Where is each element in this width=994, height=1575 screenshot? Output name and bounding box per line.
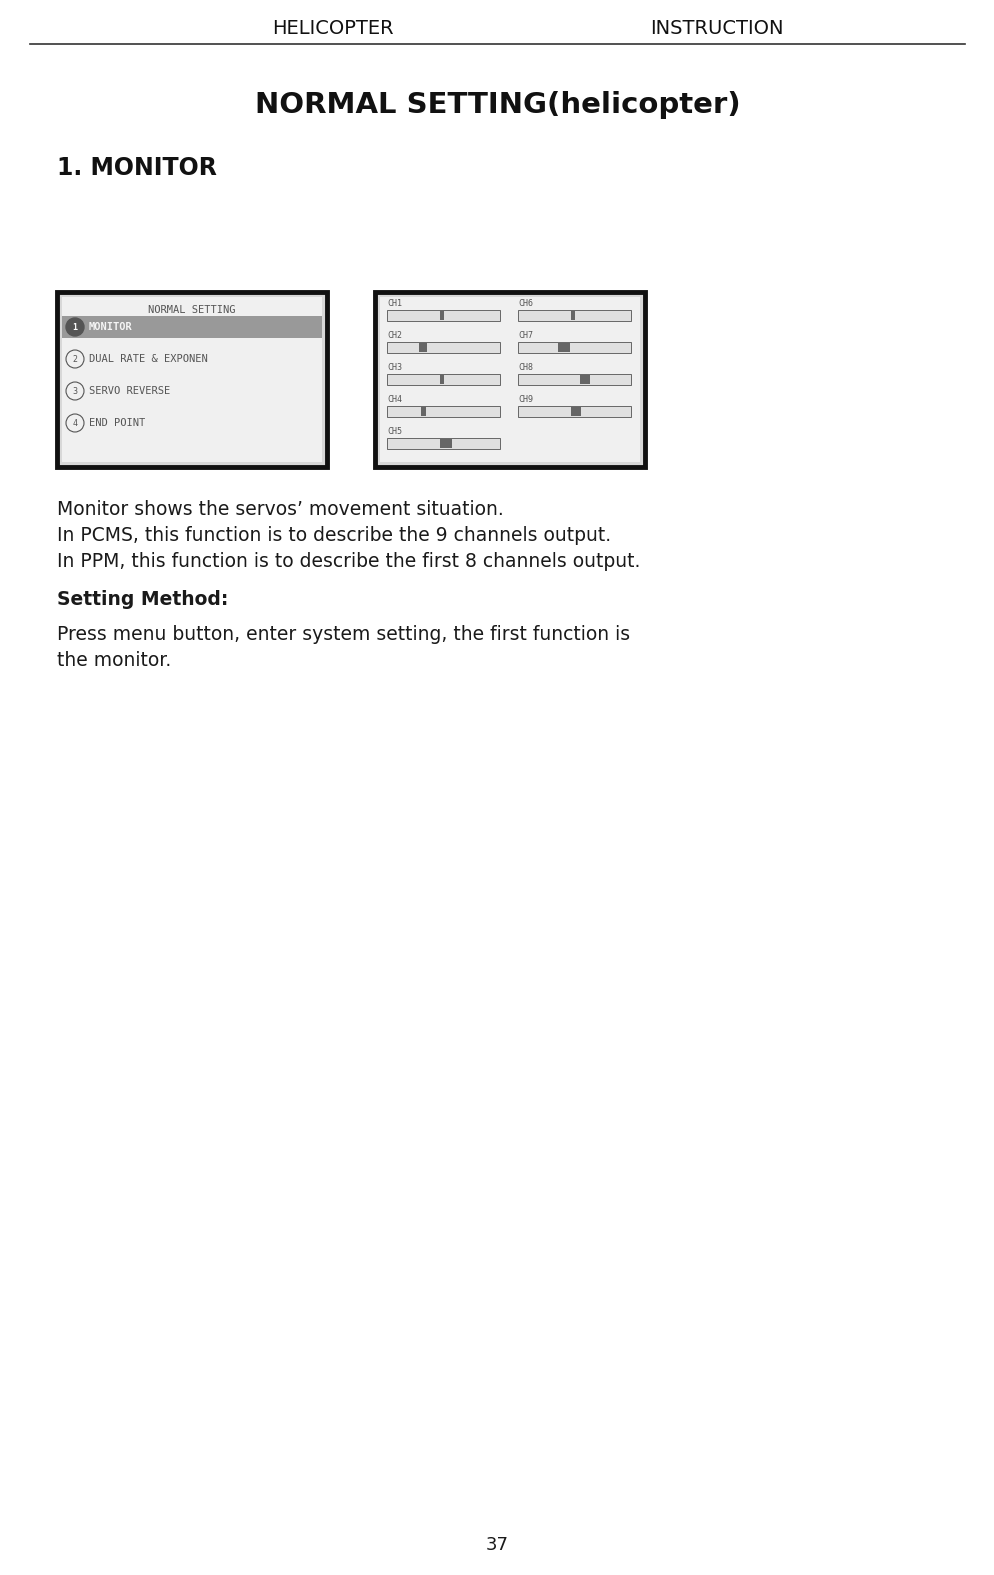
Text: CH9: CH9 bbox=[518, 395, 533, 405]
Bar bbox=[387, 406, 500, 417]
Bar bbox=[387, 342, 500, 353]
Bar bbox=[380, 298, 639, 461]
Bar bbox=[518, 373, 630, 384]
Text: 1: 1 bbox=[73, 323, 78, 331]
Bar bbox=[518, 342, 630, 353]
Bar bbox=[571, 310, 575, 320]
Text: 2: 2 bbox=[73, 354, 78, 364]
Text: CH8: CH8 bbox=[518, 362, 533, 372]
Bar bbox=[387, 438, 500, 449]
Bar bbox=[439, 439, 451, 447]
Text: END POINT: END POINT bbox=[88, 417, 145, 428]
Text: Setting Method:: Setting Method: bbox=[57, 591, 229, 610]
Text: NORMAL SETTING: NORMAL SETTING bbox=[148, 306, 236, 315]
Text: CH1: CH1 bbox=[387, 299, 402, 309]
Text: DUAL RATE & EXPONEN: DUAL RATE & EXPONEN bbox=[88, 354, 208, 364]
Text: CH2: CH2 bbox=[387, 331, 402, 340]
Text: 3: 3 bbox=[73, 386, 78, 395]
Text: CH3: CH3 bbox=[387, 362, 402, 372]
Text: CH4: CH4 bbox=[387, 395, 402, 405]
Text: CH5: CH5 bbox=[387, 427, 402, 436]
Bar bbox=[580, 375, 589, 384]
Bar bbox=[62, 298, 322, 461]
Bar bbox=[420, 406, 425, 416]
Text: 4: 4 bbox=[73, 419, 78, 427]
Bar bbox=[62, 317, 322, 339]
Bar bbox=[375, 291, 644, 468]
Text: SERVO REVERSE: SERVO REVERSE bbox=[88, 386, 170, 395]
Text: the monitor.: the monitor. bbox=[57, 650, 171, 669]
Text: INSTRUCTION: INSTRUCTION bbox=[649, 19, 782, 38]
Text: 37: 37 bbox=[485, 1536, 508, 1555]
Text: In PPM, this function is to describe the first 8 channels output.: In PPM, this function is to describe the… bbox=[57, 551, 640, 572]
Bar bbox=[387, 310, 500, 321]
Text: NORMAL SETTING(helicopter): NORMAL SETTING(helicopter) bbox=[254, 91, 740, 120]
Text: MONITOR: MONITOR bbox=[88, 321, 132, 332]
Text: HELICOPTER: HELICOPTER bbox=[272, 19, 394, 38]
Text: Monitor shows the servos’ movement situation.: Monitor shows the servos’ movement situa… bbox=[57, 499, 503, 520]
Bar bbox=[439, 310, 443, 320]
Text: CH7: CH7 bbox=[518, 331, 533, 340]
Bar bbox=[387, 373, 500, 384]
Bar bbox=[571, 406, 580, 416]
Bar bbox=[418, 343, 426, 351]
Bar bbox=[557, 343, 569, 351]
Text: In PCMS, this function is to describe the 9 channels output.: In PCMS, this function is to describe th… bbox=[57, 526, 610, 545]
Bar bbox=[518, 406, 630, 417]
Text: Press menu button, enter system setting, the first function is: Press menu button, enter system setting,… bbox=[57, 625, 629, 644]
Text: CH6: CH6 bbox=[518, 299, 533, 309]
Text: 1. MONITOR: 1. MONITOR bbox=[57, 156, 217, 180]
Bar bbox=[439, 375, 443, 384]
Bar bbox=[518, 310, 630, 321]
Circle shape bbox=[66, 318, 83, 335]
Bar bbox=[57, 291, 327, 468]
